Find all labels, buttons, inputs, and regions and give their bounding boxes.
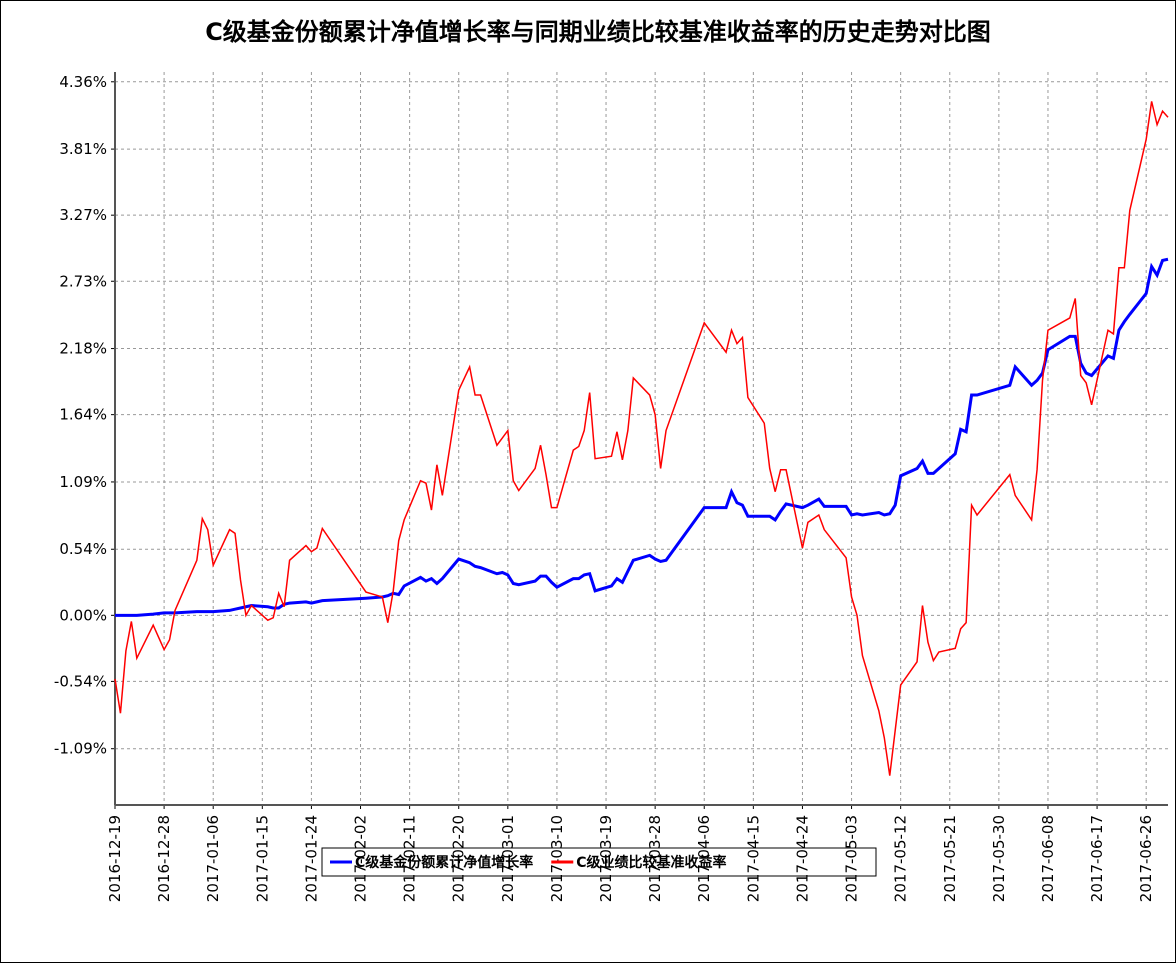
x-tick-label: 2017-01-15: [253, 815, 271, 902]
legend-label: C级业绩比较基准收益率: [576, 854, 726, 871]
y-tick-label: 1.09%: [59, 473, 107, 491]
y-tick-label: 0.54%: [59, 540, 107, 558]
y-tick-label: 2.73%: [59, 272, 107, 290]
x-tick-label: 2017-02-02: [352, 815, 370, 902]
x-tick-label: 2017-05-21: [941, 815, 959, 902]
series-line: [115, 257, 1169, 617]
y-tick-label: 0.00%: [59, 606, 107, 624]
chart-title: C级基金份额累计净值增长率与同期业绩比较基准收益率的历史走势对比图: [205, 18, 991, 46]
x-tick-label: 2017-03-10: [548, 815, 566, 902]
x-tick-label: 2017-06-08: [1039, 815, 1057, 902]
x-tick-label: 2017-02-20: [450, 815, 468, 902]
x-tick-label: 2017-03-19: [597, 815, 615, 902]
x-tick-label: 2017-05-12: [892, 815, 910, 902]
x-tick-label: 2017-02-11: [401, 815, 419, 902]
x-tick-label: 2017-01-24: [302, 815, 320, 902]
y-tick-label: 1.64%: [59, 406, 107, 424]
x-tick-label: 2017-03-01: [499, 815, 517, 902]
x-tick-label: 2017-05-03: [843, 815, 861, 902]
x-tick-label: 2017-06-17: [1088, 815, 1106, 902]
x-tick-label: 2017-03-28: [646, 815, 664, 902]
x-tick-label: 2017-04-24: [793, 815, 811, 902]
series-line: [114, 101, 1169, 776]
x-tick-label: 2016-12-28: [155, 815, 173, 902]
y-tick-label: 3.81%: [59, 140, 107, 158]
x-tick-label: 2017-05-30: [990, 815, 1008, 902]
y-tick-label: -1.09%: [54, 740, 107, 758]
legend: [321, 847, 877, 877]
y-tick-label: 4.36%: [59, 73, 107, 91]
y-tick-label: -0.54%: [54, 672, 107, 690]
x-tick-label: 2016-12-19: [106, 815, 124, 902]
x-tick-label: 2017-04-15: [744, 815, 762, 902]
x-tick-label: 2017-01-06: [204, 815, 222, 902]
legend-label: C级基金份额累计净值增长率: [355, 854, 533, 871]
y-tick-label: 2.18%: [59, 340, 107, 358]
x-tick-label: 2017-06-26: [1137, 815, 1155, 902]
y-tick-label: 3.27%: [59, 206, 107, 224]
x-tick-label: 2017-04-06: [695, 815, 713, 902]
